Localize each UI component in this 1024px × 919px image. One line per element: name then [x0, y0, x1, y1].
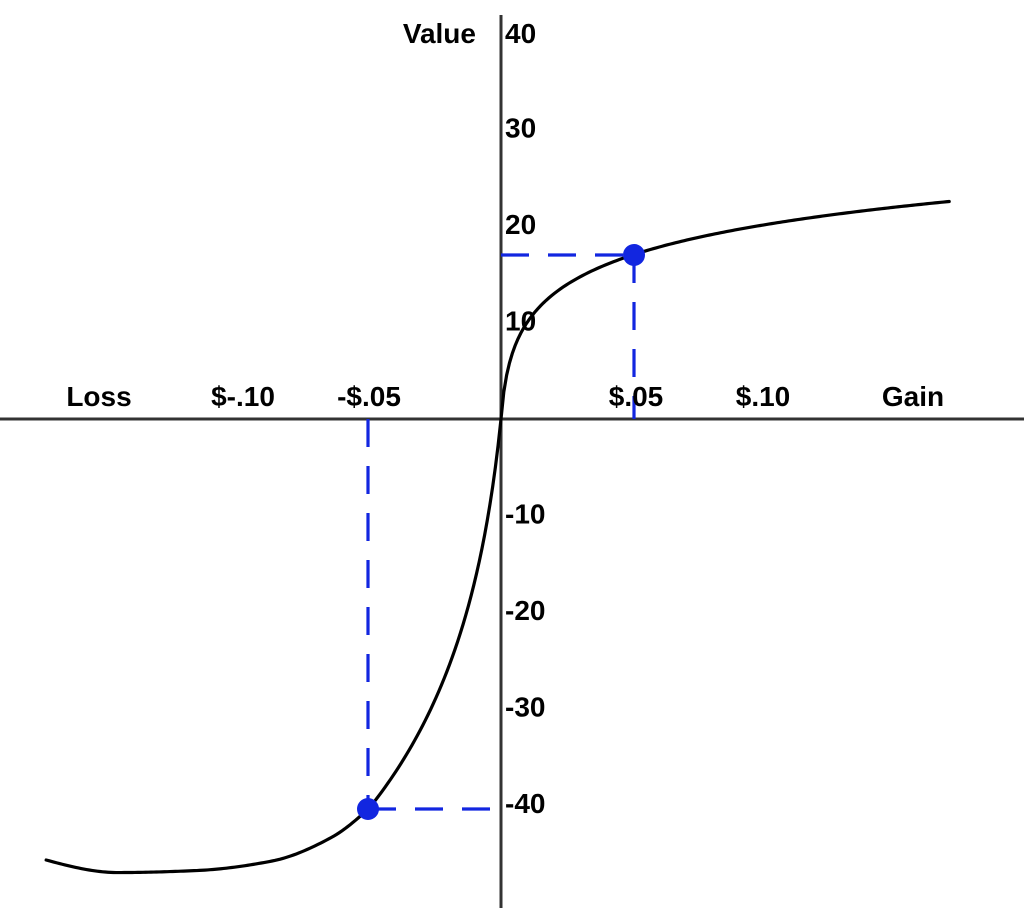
svg-text:$-.10: $-.10: [211, 381, 275, 412]
svg-text:40: 40: [505, 18, 536, 49]
svg-text:$.10: $.10: [736, 381, 791, 412]
svg-text:30: 30: [505, 113, 536, 144]
svg-text:-$.05: -$.05: [337, 381, 401, 412]
svg-text:10: 10: [505, 306, 536, 337]
svg-text:Loss: Loss: [66, 381, 131, 412]
svg-text:Gain: Gain: [882, 381, 944, 412]
svg-text:-30: -30: [505, 692, 545, 723]
svg-text:-10: -10: [505, 499, 545, 530]
svg-text:Value: Value: [403, 18, 476, 49]
svg-text:-40: -40: [505, 788, 545, 819]
svg-text:20: 20: [505, 209, 536, 240]
svg-text:-20: -20: [505, 595, 545, 626]
svg-text:$.05: $.05: [609, 381, 664, 412]
